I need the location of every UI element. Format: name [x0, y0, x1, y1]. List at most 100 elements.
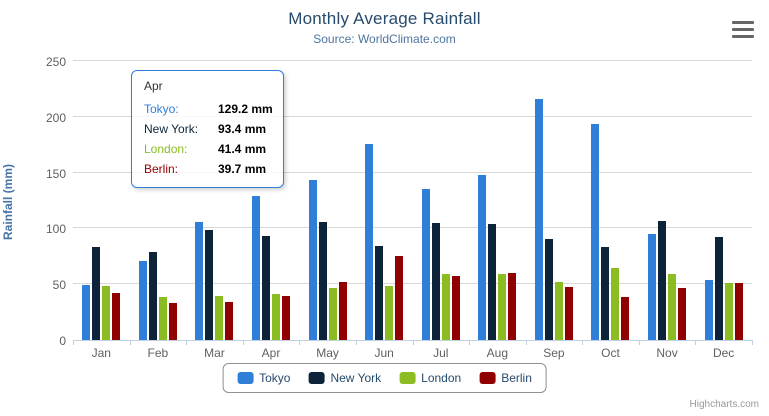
bar-tokyo-oct[interactable] — [591, 124, 600, 340]
bar-tokyo-dec[interactable] — [704, 279, 713, 340]
bar-tokyo-apr[interactable] — [252, 196, 261, 340]
legend-item-berlin[interactable]: Berlin — [479, 371, 532, 385]
x-axis-label-jun: Jun — [374, 346, 394, 360]
legend-swatch-icon — [399, 372, 416, 384]
bar-berlin-aug[interactable] — [508, 272, 517, 340]
bar-london-feb[interactable] — [158, 296, 167, 340]
bar-london-jul[interactable] — [441, 274, 450, 340]
bar-new-york-jan[interactable] — [92, 247, 101, 340]
tooltip-series-value: 129.2 mm — [218, 102, 273, 116]
bar-berlin-may[interactable] — [338, 281, 347, 340]
bar-group-jun[interactable] — [356, 62, 413, 340]
bar-new-york-aug[interactable] — [488, 224, 497, 340]
bar-tokyo-may[interactable] — [308, 179, 317, 340]
x-axis-tick — [242, 340, 244, 345]
bars-layer — [73, 62, 752, 340]
bar-london-apr[interactable] — [272, 293, 281, 340]
bar-berlin-dec[interactable] — [734, 283, 743, 340]
x-axis-label-mar: Mar — [204, 346, 225, 360]
bar-london-mar[interactable] — [215, 296, 224, 340]
bar-new-york-dec[interactable] — [714, 237, 723, 340]
y-axis-label: 150 — [45, 166, 66, 181]
bar-group-may[interactable] — [299, 62, 356, 340]
bar-berlin-nov[interactable] — [678, 287, 687, 340]
bar-tokyo-mar[interactable] — [195, 221, 204, 340]
bar-group-jul[interactable] — [412, 62, 469, 340]
bar-berlin-sep[interactable] — [564, 287, 573, 340]
bar-berlin-jan[interactable] — [112, 292, 121, 340]
x-axis-tick — [299, 340, 301, 345]
gridline-150 — [73, 171, 752, 173]
bar-new-york-apr[interactable] — [262, 236, 271, 340]
bar-london-oct[interactable] — [611, 267, 620, 340]
tooltip-row: Tokyo: 129.2 mm — [144, 99, 273, 119]
bar-group-sep[interactable] — [526, 62, 583, 340]
hamburger-menu-icon[interactable] — [732, 21, 754, 38]
x-axis-tick — [695, 340, 697, 345]
legend: Tokyo New York London Berlin — [222, 363, 547, 393]
bar-london-nov[interactable] — [668, 274, 677, 340]
tooltip-series-label: Berlin: — [144, 162, 179, 176]
bar-new-york-mar[interactable] — [205, 230, 214, 340]
x-axis-label-dec: Dec — [712, 346, 735, 360]
bar-new-york-jun[interactable] — [375, 246, 384, 340]
bar-london-may[interactable] — [328, 287, 337, 340]
bar-berlin-feb[interactable] — [168, 303, 177, 340]
bar-berlin-mar[interactable] — [225, 301, 234, 340]
highcharts-credits-link[interactable]: Highcharts.com — [689, 399, 759, 410]
bar-london-aug[interactable] — [498, 273, 507, 340]
x-axis-label-oct: Oct — [601, 346, 620, 360]
bar-group-jan[interactable] — [73, 62, 130, 340]
bar-new-york-oct[interactable] — [601, 247, 610, 340]
tooltip-series-value: 39.7 mm — [218, 162, 267, 176]
x-axis-label-aug: Aug — [486, 346, 509, 360]
bar-london-sep[interactable] — [554, 281, 563, 340]
bar-group-mar[interactable] — [186, 62, 243, 340]
y-axis-label: 250 — [45, 55, 66, 69]
bar-berlin-jul[interactable] — [451, 276, 460, 340]
bar-tokyo-feb[interactable] — [138, 260, 147, 340]
tooltip-series-value: 93.4 mm — [218, 122, 267, 136]
tooltip-series-label: New York: — [144, 122, 199, 136]
legend-swatch-icon — [237, 372, 254, 384]
x-axis-tick — [186, 340, 188, 345]
hamburger-bar — [732, 21, 754, 24]
bar-new-york-jul[interactable] — [431, 223, 440, 340]
bar-new-york-feb[interactable] — [148, 252, 157, 340]
bar-group-apr[interactable] — [243, 62, 300, 340]
x-axis-label-jul: Jul — [433, 346, 449, 360]
bar-tokyo-aug[interactable] — [478, 174, 487, 340]
legend-item-london[interactable]: London — [399, 371, 461, 385]
legend-item-tokyo[interactable]: Tokyo — [237, 371, 290, 385]
gridline-100 — [73, 227, 752, 229]
legend-swatch-icon — [479, 372, 496, 384]
bar-berlin-oct[interactable] — [621, 296, 630, 340]
tooltip: Apr Tokyo: 129.2 mm New York: 93.4 mm London… — [131, 70, 284, 188]
bar-tokyo-jun[interactable] — [365, 144, 374, 340]
y-axis-label: 50 — [52, 278, 66, 293]
bar-tokyo-sep[interactable] — [534, 99, 543, 340]
bar-tokyo-jan[interactable] — [82, 284, 91, 340]
bar-group-oct[interactable] — [582, 62, 639, 340]
x-axis-tick — [582, 340, 584, 345]
bar-group-feb[interactable] — [130, 62, 187, 340]
bar-london-jan[interactable] — [102, 285, 111, 340]
bar-tokyo-nov[interactable] — [648, 233, 657, 340]
bar-new-york-nov[interactable] — [658, 221, 667, 340]
bar-tokyo-jul[interactable] — [421, 189, 430, 340]
tooltip-rows: Tokyo: 129.2 mm New York: 93.4 mm London: 41.… — [144, 99, 273, 179]
bar-group-nov[interactable] — [639, 62, 696, 340]
y-axis-label: 200 — [45, 110, 66, 125]
bar-london-dec[interactable] — [724, 283, 733, 340]
bar-new-york-sep[interactable] — [544, 238, 553, 340]
bar-berlin-jun[interactable] — [395, 256, 404, 340]
legend-swatch-icon — [308, 372, 325, 384]
bar-group-aug[interactable] — [469, 62, 526, 340]
bar-group-dec[interactable] — [695, 62, 752, 340]
bar-london-jun[interactable] — [385, 286, 394, 340]
legend-item-new-york[interactable]: New York — [308, 371, 381, 385]
x-axis-tick — [525, 340, 527, 345]
bar-berlin-apr[interactable] — [282, 295, 291, 340]
bar-new-york-may[interactable] — [318, 222, 327, 340]
